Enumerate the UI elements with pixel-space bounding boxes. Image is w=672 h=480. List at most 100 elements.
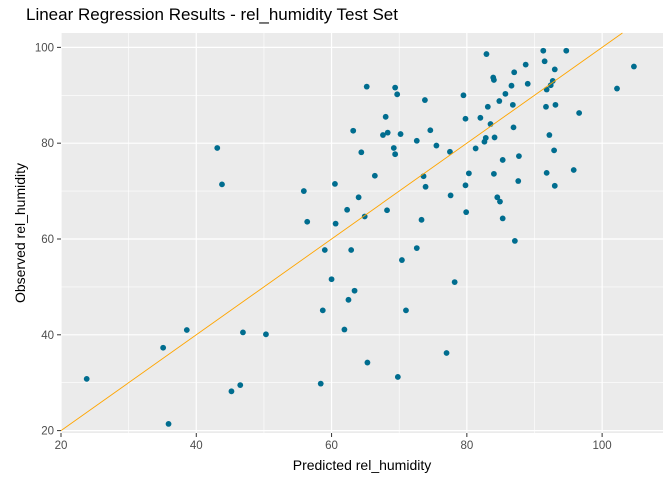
data-point [433, 142, 440, 149]
data-point [183, 327, 190, 333]
data-point [522, 61, 529, 68]
data-point [384, 129, 391, 136]
data-point [350, 127, 357, 134]
data-point [83, 375, 90, 382]
data-point [515, 178, 522, 184]
data-point [332, 180, 338, 187]
data-point [447, 192, 454, 199]
data-point [472, 145, 479, 152]
data-point [237, 382, 244, 388]
data-point [380, 132, 386, 138]
data-point [358, 149, 365, 156]
data-point [462, 182, 469, 189]
data-point [321, 247, 328, 253]
data-point [317, 380, 324, 387]
data-point [496, 98, 503, 104]
x-tick-label: 80 [460, 440, 473, 452]
data-point [576, 110, 583, 116]
data-point [364, 359, 371, 366]
data-point [300, 188, 307, 194]
data-point [397, 131, 404, 137]
data-point [214, 145, 221, 151]
data-point [345, 296, 352, 303]
data-point [540, 47, 547, 54]
data-point [228, 388, 235, 395]
y-tick-label: 80 [41, 138, 54, 150]
data-point [551, 66, 558, 73]
data-point [263, 331, 269, 338]
data-point [490, 77, 497, 83]
data-point [427, 127, 434, 134]
x-axis-ticks: 20 40 60 80 100 [55, 433, 612, 452]
data-point [413, 245, 420, 251]
data-point [508, 82, 515, 89]
data-point [394, 374, 401, 380]
data-point [344, 206, 351, 213]
y-axis-title: Observed rel_humidity [12, 163, 28, 303]
data-point [447, 148, 453, 155]
data-point [563, 47, 570, 54]
x-axis-title: Predicted rel_humidity [293, 457, 432, 473]
data-point [543, 103, 549, 110]
data-point [465, 170, 472, 177]
data-point [399, 257, 405, 263]
data-point [384, 207, 390, 214]
data-point [484, 103, 491, 110]
data-point [541, 58, 548, 65]
data-point [502, 90, 509, 97]
data-point [482, 135, 489, 141]
x-tick-label: 40 [190, 440, 203, 452]
plot-panel [61, 33, 663, 433]
x-tick-label: 20 [55, 440, 68, 452]
data-point [328, 276, 335, 283]
data-point [549, 78, 556, 84]
data-point [552, 101, 559, 108]
y-tick-label: 40 [41, 330, 54, 342]
major-gridlines [60, 33, 663, 433]
data-point [351, 287, 358, 294]
data-point [460, 92, 467, 99]
data-point [355, 194, 362, 201]
data-point [614, 85, 620, 92]
data-points [83, 47, 637, 427]
data-point [443, 350, 450, 356]
y-tick-label: 100 [35, 42, 54, 54]
y-tick-label: 20 [41, 426, 54, 438]
data-point [422, 97, 428, 103]
data-point [422, 183, 429, 190]
data-point [371, 172, 378, 179]
data-point [341, 326, 348, 333]
y-axis-ticks: 20 40 60 80 100 [35, 42, 61, 438]
data-point [403, 307, 409, 314]
data-point [463, 209, 470, 216]
data-point [394, 91, 401, 98]
data-point [546, 132, 553, 138]
data-point [392, 151, 399, 158]
data-point [160, 344, 167, 351]
data-point [511, 69, 518, 76]
data-point [319, 307, 326, 314]
data-point [390, 145, 397, 151]
data-point [570, 167, 577, 173]
data-point [499, 215, 506, 222]
data-point [392, 84, 399, 91]
data-point [477, 114, 484, 121]
data-point [499, 157, 506, 163]
data-point [413, 137, 420, 144]
data-point [543, 169, 550, 176]
data-point [451, 279, 458, 286]
data-point [497, 198, 503, 205]
data-point [491, 134, 498, 141]
data-point [219, 181, 225, 188]
data-point [382, 113, 389, 120]
data-point [418, 216, 425, 223]
x-tick-label: 100 [593, 440, 612, 452]
data-point [524, 80, 531, 87]
data-point [165, 420, 172, 427]
data-point [543, 86, 550, 93]
data-point [494, 194, 501, 201]
data-point [363, 83, 370, 90]
data-point [516, 153, 522, 160]
data-point [547, 82, 554, 89]
data-point [304, 218, 311, 225]
